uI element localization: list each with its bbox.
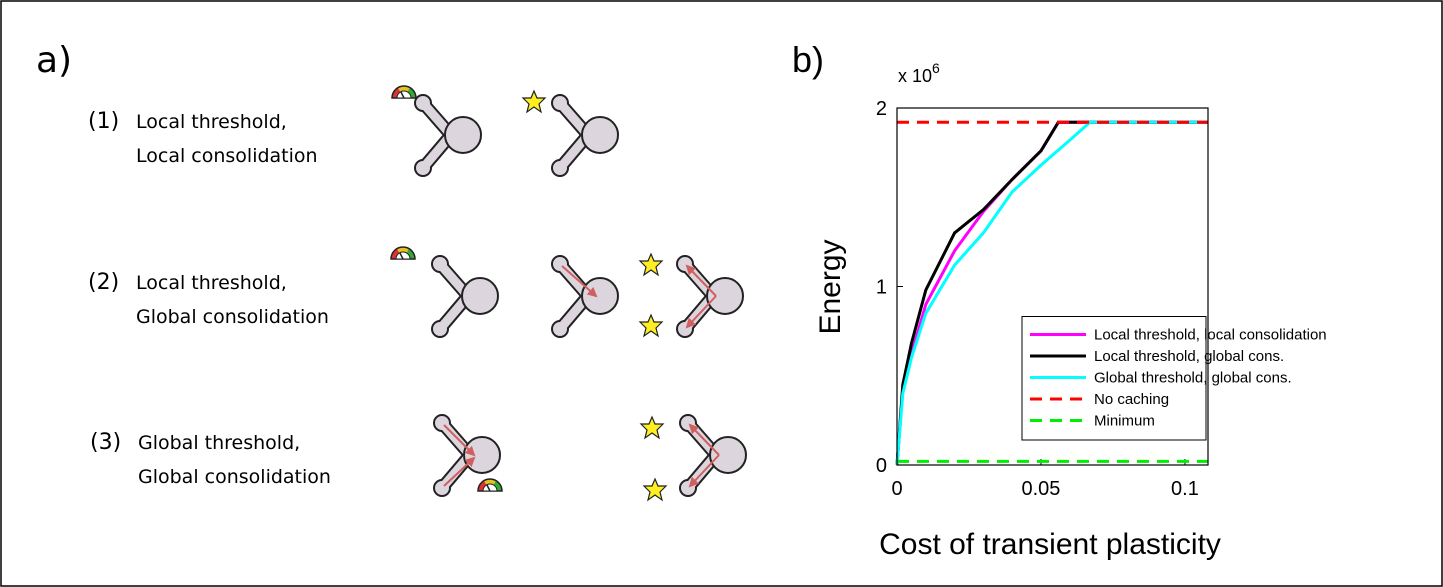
y-tick-label: 0 — [876, 455, 887, 477]
arrow — [685, 264, 717, 297]
x-tick-label: 0.05 — [1022, 478, 1061, 500]
row-text: Global consolidation — [138, 466, 331, 488]
legend: Local threshold, local consolidation Loca… — [1021, 316, 1327, 441]
row-text: Global threshold, — [138, 432, 300, 454]
panel-label: a) — [36, 40, 72, 81]
neuron — [552, 95, 618, 176]
star — [522, 90, 546, 113]
plot-frame — [896, 107, 1209, 466]
row-text: Local consolidation — [136, 145, 318, 167]
row-number: (3) — [90, 430, 121, 455]
row-text: Local threshold, — [136, 111, 287, 133]
row-text: Global consolidation — [136, 306, 329, 328]
arrow — [561, 265, 598, 298]
threshold-gauge — [391, 85, 417, 99]
star — [643, 478, 667, 501]
arrow — [688, 454, 720, 488]
series-line — [895, 120, 1208, 466]
row-text: Local threshold, — [136, 272, 287, 294]
legend-label: Local threshold, local consolidation — [1094, 327, 1327, 344]
arrow — [688, 423, 720, 456]
y-axis-label: Energy — [814, 239, 847, 334]
y-offset-exponent: 6 — [932, 60, 940, 76]
panel-a: a) (1) Local threshold, Local consolidat… — [36, 40, 746, 500]
y-offset-base: x 10 — [898, 66, 932, 86]
panel-label: b) — [792, 39, 824, 80]
legend-label: Minimum — [1094, 413, 1155, 430]
neuron — [415, 95, 481, 176]
legend-label: Local threshold, global cons. — [1094, 348, 1284, 365]
neuron — [552, 256, 618, 337]
neuron — [677, 256, 743, 337]
arrow — [443, 456, 476, 487]
y-tick-label: 1 — [876, 277, 887, 299]
arrow — [685, 295, 717, 329]
x-axis-label: Cost of transient plasticity — [879, 528, 1221, 561]
series-line — [895, 120, 1208, 466]
y-offset-text: x 106 — [898, 60, 940, 86]
star — [639, 314, 663, 337]
legend-label: No caching — [1094, 391, 1169, 408]
neuron — [432, 256, 498, 337]
threshold-gauge — [477, 478, 503, 492]
star — [640, 416, 664, 439]
x-tick-label: 0.1 — [1171, 478, 1199, 500]
arrow — [443, 424, 476, 457]
y-tick-label: 2 — [876, 98, 887, 120]
threshold-gauge — [390, 246, 416, 260]
panel-b: b) x 106 Energy Cost of transient plasti… — [792, 39, 1327, 561]
row-number: (2) — [88, 270, 119, 295]
neuron — [680, 415, 746, 496]
row-number: (1) — [88, 109, 119, 134]
x-tick-label: 0 — [891, 478, 902, 500]
star — [639, 253, 663, 276]
legend-label: Global threshold, global cons. — [1094, 370, 1292, 387]
